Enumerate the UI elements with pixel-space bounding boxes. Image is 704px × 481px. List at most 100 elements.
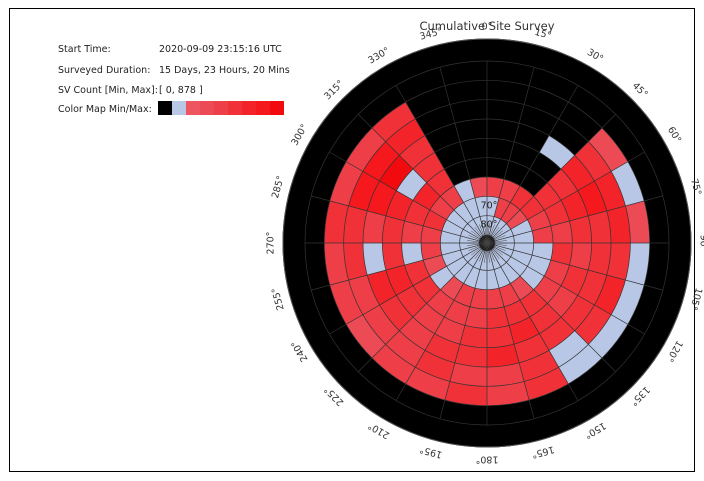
heatmap-cell [474, 269, 487, 290]
hub-line [486, 242, 504, 256]
heatmap-cell [611, 280, 645, 325]
colormap-row: Color Map Min/Max: [58, 104, 159, 115]
heatmap-cell [379, 155, 413, 191]
colormap-legend [158, 101, 284, 115]
heatmap-cell [423, 210, 447, 231]
heatmap-cell [396, 383, 445, 419]
hub-line [486, 242, 502, 258]
heatmap-cell [602, 324, 645, 372]
hub-line [486, 230, 504, 244]
theta-tick-label: 165° [530, 443, 555, 460]
hub-line [470, 242, 488, 256]
heatmap-cell [529, 67, 578, 103]
theta-tick-label: 90° [698, 235, 704, 252]
heatmap-cell [550, 220, 573, 243]
hub-line [484, 242, 488, 263]
heatmap-cell [305, 195, 330, 243]
heatmap-cell [311, 285, 347, 334]
grid-spoke [358, 114, 482, 238]
heatmap-cell [547, 285, 578, 318]
hub-line [486, 242, 500, 260]
heatmap-cell [539, 317, 575, 351]
hub-line [481, 242, 488, 263]
heatmap-cell [454, 262, 474, 284]
heatmap-cell [499, 283, 520, 307]
duration-value: 15 Days, 23 Hours, 20 Mins [159, 65, 290, 76]
hub-line [474, 226, 488, 244]
hub-line [467, 240, 488, 244]
heatmap-cell [588, 314, 628, 359]
heatmap-cell [412, 152, 445, 183]
heatmap-cell [385, 118, 425, 156]
heatmap-cell [494, 197, 511, 220]
heatmap-cell [429, 266, 455, 290]
heatmap-cell [464, 306, 487, 329]
heatmap-cell [423, 255, 447, 276]
heatmap-cell [396, 67, 445, 103]
heatmap-cell [520, 169, 548, 197]
heatmap-cell [487, 61, 535, 86]
hub-line [479, 224, 488, 244]
heatmap-cell [421, 243, 442, 261]
heatmap-cell [588, 127, 628, 172]
heatmap-cell [588, 243, 611, 276]
heatmap-cell [529, 152, 562, 183]
chart-title: Cumulative Site Survey [419, 19, 554, 33]
hub-line [486, 242, 493, 263]
theta-tick-label: 15° [533, 27, 552, 42]
theta-tick-label: 75° [688, 178, 703, 197]
hub-line [484, 223, 488, 244]
heatmap-cell [459, 138, 487, 161]
heatmap-cell [444, 381, 487, 406]
heatmap-cell [382, 215, 405, 243]
grid-spoke [358, 248, 482, 372]
heatmap-cell [379, 295, 413, 331]
hub-line [467, 242, 488, 246]
grid-spoke [488, 67, 535, 236]
heatmap-cell [594, 275, 626, 315]
duration-label: Surveyed Duration: [58, 65, 151, 76]
heatmap-cell [324, 200, 349, 243]
sv-count-label: SV Count [Min, Max]: [58, 85, 158, 96]
colormap-swatch [228, 101, 242, 115]
heatmap-cell [463, 197, 480, 220]
colormap-swatch [214, 101, 228, 115]
hub-line [486, 242, 505, 254]
grid-spoke [488, 250, 535, 419]
heatmap-cell [627, 152, 663, 201]
heatmap-cell [382, 243, 405, 271]
heatmap-cell [454, 283, 475, 307]
hub-line [486, 242, 498, 261]
heatmap-cell [362, 243, 386, 276]
heatmap-cell [463, 266, 480, 289]
theta-tick-label: 285° [270, 175, 287, 200]
grid-spoke [311, 195, 480, 242]
outer-ring [282, 38, 692, 448]
theta-tick-label: 255° [270, 286, 287, 311]
heatmap-cell [487, 99, 525, 124]
heatmap-cell [343, 205, 368, 243]
grid-spoke [395, 249, 484, 401]
heatmap-cell [401, 243, 424, 266]
heatmap-cell [413, 182, 441, 210]
heatmap-cell [514, 123, 549, 153]
heatmap-cell [421, 225, 442, 243]
heatmap-cell [469, 177, 487, 198]
heatmap-cell [358, 85, 406, 128]
hub-line [486, 232, 505, 244]
grid-spoke [329, 246, 481, 335]
heatmap-cell [532, 225, 553, 243]
heatmap-cell [413, 276, 441, 304]
heatmap-cell [568, 85, 616, 128]
heatmap-cell [513, 243, 534, 256]
colormap-swatch [158, 101, 172, 115]
heatmap-cell [519, 350, 559, 382]
heatmap-cell [506, 256, 528, 276]
heatmap-cell [367, 270, 397, 305]
hub-line [479, 242, 488, 262]
heatmap-cell [367, 181, 397, 216]
hub-line [486, 223, 493, 244]
heatmap-cell [426, 169, 454, 197]
heatmap-cell [577, 181, 607, 216]
heatmap-cell [444, 80, 487, 105]
